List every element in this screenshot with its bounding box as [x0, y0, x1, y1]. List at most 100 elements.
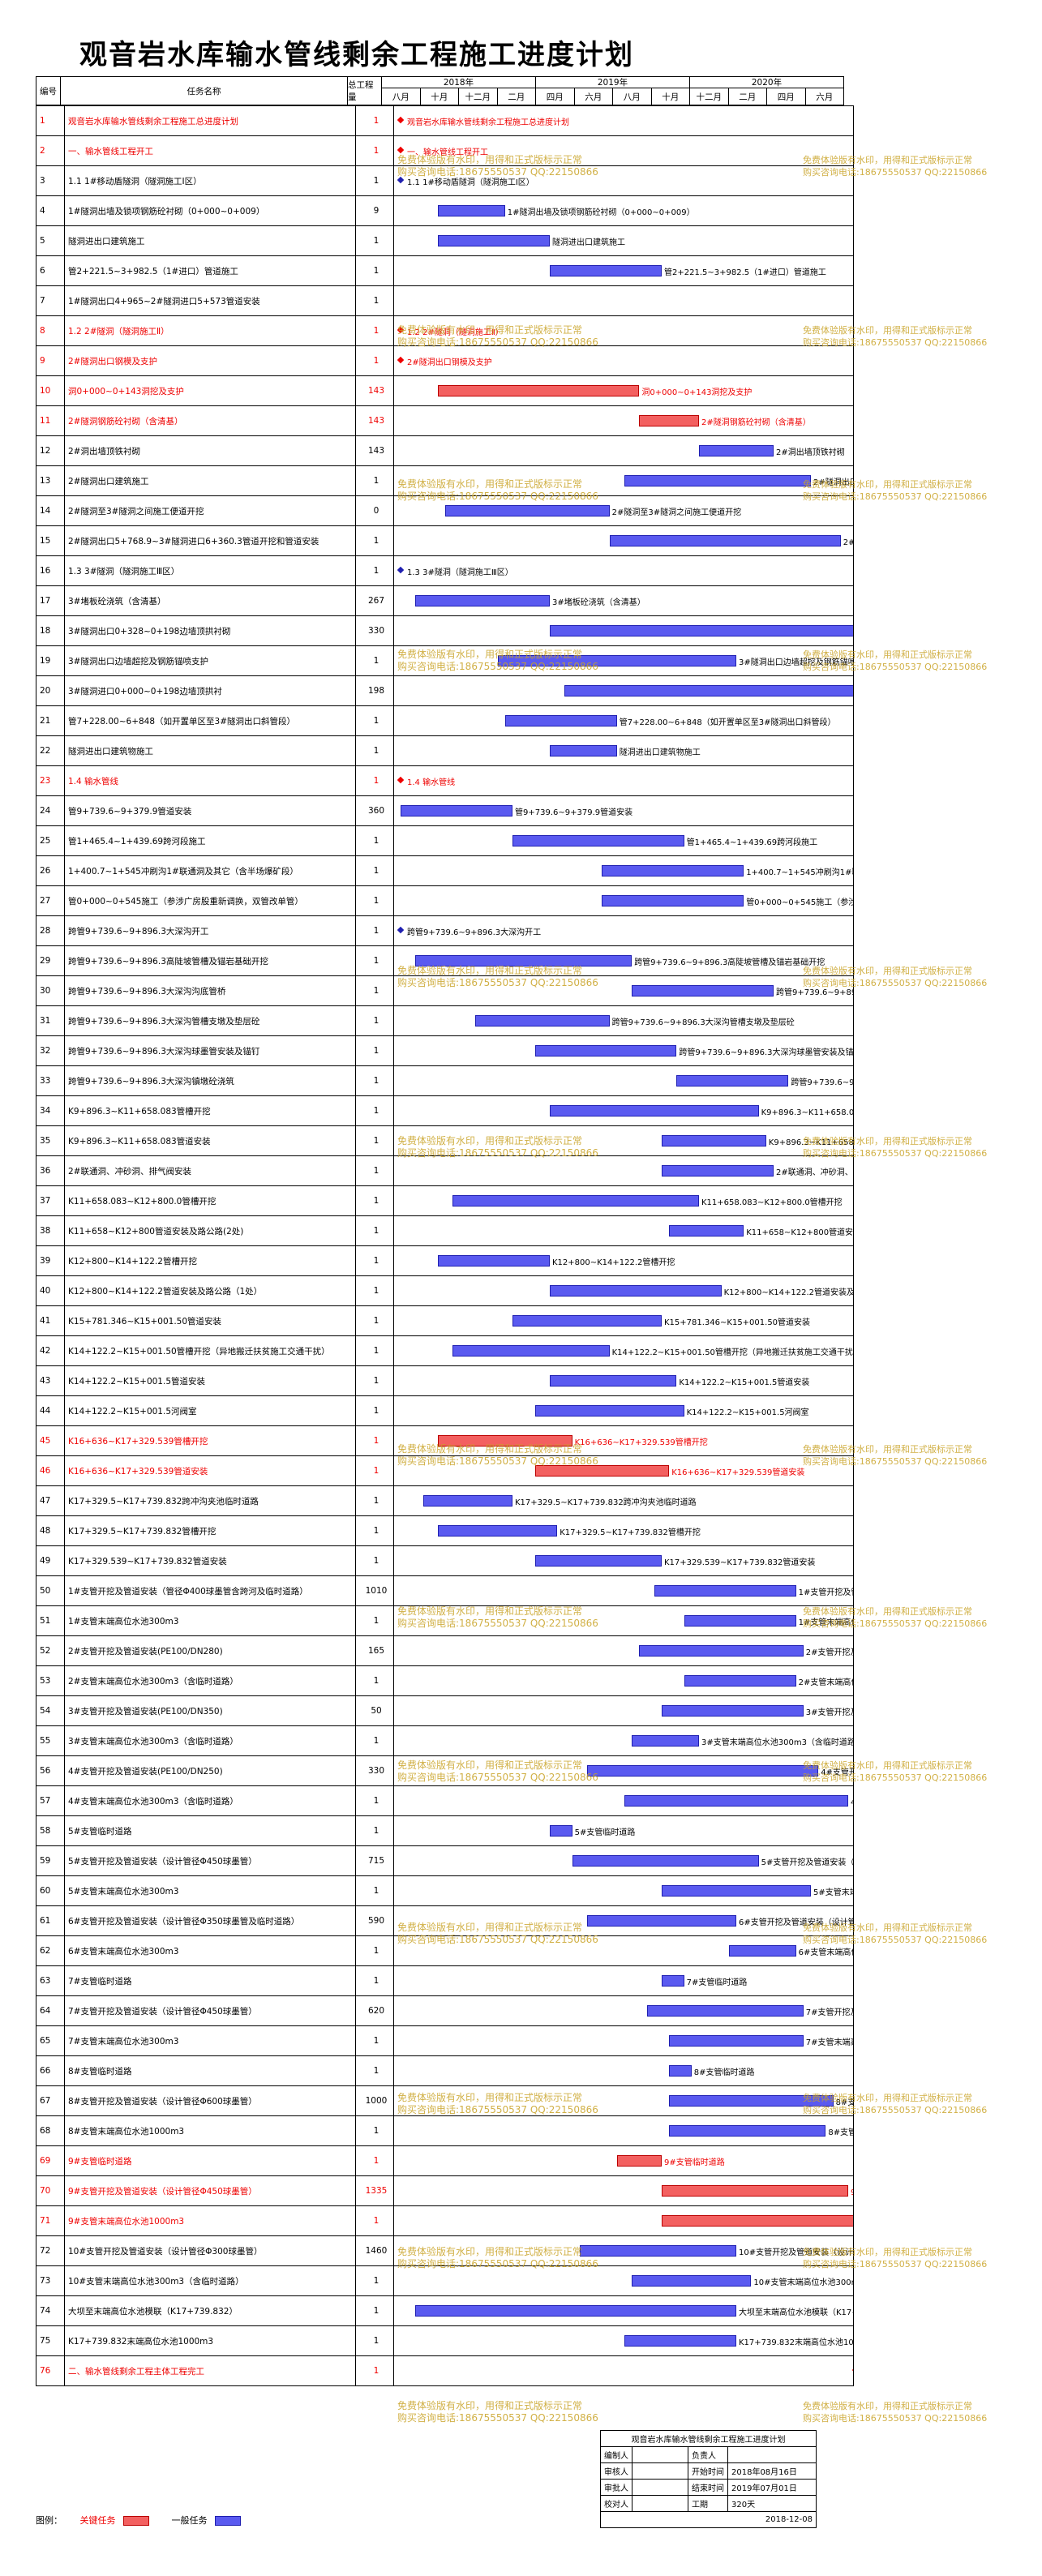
gantt-bar	[662, 1705, 804, 1717]
month-label: 十二月	[689, 88, 729, 105]
task-name: 2#隧洞至3#隧洞之间施工便道开挖	[64, 495, 356, 526]
legend-normal-swatch	[215, 2516, 241, 2526]
month-label: 十月	[650, 88, 690, 105]
gantt-label: K11+658~K12+800管道安装及路公路(2处)	[746, 1228, 854, 1237]
gantt-cell: 7#支管末端高位水池300m3	[393, 2025, 854, 2056]
task-name: 跨管9+739.6~9+896.3高陡坡管槽及锚岩基础开挖	[64, 945, 356, 976]
gantt-label: 管2+221.5~3+982.5（1#进口）管道施工	[664, 268, 826, 277]
watermark: 免费体验版有水印，用得和正式版标示正常 购买咨询电话:18675550537 QQ…	[397, 1443, 598, 1467]
table-row: 48 K17+329.5~K17+739.832管槽开挖 1 K17+329.5~K1…	[36, 1515, 854, 1546]
task-name: 大坝至末端高位水池模联（K17+739.832）	[64, 2295, 356, 2326]
gantt-label: 跨管9+739.6~9+896.3大深沟镇墩砼浇筑	[791, 1078, 852, 1087]
table-row: 45 K16+636~K17+329.539管槽开挖 1 K16+636~K17+32…	[36, 1425, 854, 1456]
gantt-label: 大坝至末端高位水池模联（K17+739.832）	[739, 2308, 853, 2317]
task-name: 管7+228.00~6+848（如开置单区至3#隧洞出口斜管段）	[64, 705, 356, 736]
info-cell	[632, 2479, 688, 2496]
task-num: 14	[36, 495, 65, 526]
gantt-bar	[445, 505, 610, 516]
task-qty: 1	[355, 525, 394, 556]
table-row: 28 跨管9+739.6~9+896.3大深沟开工 1 跨管9+739.6~9+896…	[36, 915, 854, 946]
task-qty: 1	[355, 555, 394, 586]
gantt-cell: 二、输水管线剩余工程主体工程完工	[393, 2355, 854, 2386]
gantt-cell: 9#支管末端高位水池1000m3	[393, 2205, 854, 2236]
gantt-label: 3#支管开挖及管道安装(PE100/DN350)	[805, 1708, 853, 1717]
task-name: 管2+221.5~3+982.5（1#进口）管道施工	[64, 255, 356, 286]
task-num: 13	[36, 465, 65, 496]
milestone-marker	[397, 926, 405, 934]
watermark: 免费体验版有水印，用得和正式版标示正常 购买咨询电话:18675550537 QQ…	[397, 1605, 598, 1629]
gantt-label: 1#支管开挖及管道安装（管径Φ400球墨管含跨河及临时道路）	[798, 1588, 853, 1597]
task-qty: 1	[355, 105, 394, 136]
milestone-marker	[397, 356, 405, 364]
task-num: 76	[36, 2355, 65, 2386]
gantt-cell: K11+658~K12+800管道安装及路公路(2处)	[393, 1215, 854, 1246]
info-cell: 审批人	[600, 2479, 632, 2496]
gantt-cell: 洞0+000~0+143洞挖及支护	[393, 375, 854, 406]
gantt-bar	[728, 1945, 796, 1957]
gantt-cell: 1.1 1#移动盾隧洞（隧洞施工Ⅰ区）	[393, 165, 854, 196]
task-qty: 1	[355, 1725, 394, 1756]
task-num: 1	[36, 105, 65, 136]
gantt-cell: 跨管9+739.6~9+896.3大深沟沟底管桥	[393, 975, 854, 1006]
gantt-bar	[662, 1165, 774, 1177]
legend-crit-swatch	[123, 2516, 149, 2526]
task-num: 20	[36, 675, 65, 706]
gantt-bar	[497, 655, 736, 667]
gantt-bar	[587, 1915, 736, 1927]
task-num: 36	[36, 1155, 65, 1186]
table-row: 31 跨管9+739.6~9+896.3大深沟管槽支墩及垫层砼 1 跨管9+739.6…	[36, 1005, 854, 1036]
table-row: 4 1#隧洞出墙及锁项钢筋砼衬砌（0+000~0+009） 9 1#隧洞出墙及锁项钢筋…	[36, 195, 854, 226]
task-num: 29	[36, 945, 65, 976]
task-name: K16+636~K17+329.539管槽开挖	[64, 1425, 356, 1456]
task-num: 66	[36, 2055, 65, 2086]
table-row: 17 3#堵板砼浇筑（含清基） 267 3#堵板砼浇筑（含清基）	[36, 585, 854, 616]
gantt-cell: K14+122.2~K15+001.5管道安装	[393, 1365, 854, 1396]
info-cell: 工期	[688, 2495, 728, 2512]
gantt-bar	[669, 2125, 826, 2137]
watermark: 免费体验版有水印，用得和正式版标示正常 购买咨询电话:18675550537 QQ…	[803, 1606, 988, 1629]
gantt-label: 5#支管开挖及管道安装（设计管径Φ450球墨管）	[761, 1858, 854, 1867]
table-row: 41 K15+781.346~K15+001.50管道安装 1 K15+781.346…	[36, 1305, 854, 1336]
task-num: 65	[36, 2025, 65, 2056]
task-qty: 620	[355, 1995, 394, 2026]
gantt-label: 8#支管临时道路	[693, 2068, 755, 2077]
task-qty: 360	[355, 795, 394, 826]
task-qty: 1	[355, 1875, 394, 1906]
table-row: 76二、输水管线剩余工程主体工程完工1二、输水管线剩余工程主体工程完工	[36, 2355, 854, 2386]
gantt-label: 2#隧洞至3#隧洞之间施工便道开挖	[611, 508, 742, 517]
task-qty: 1	[355, 2325, 394, 2356]
table-row: 15 2#隧洞出口5+768.9~3#隧洞进口6+360.3管道开挖和管道安装 1 2…	[36, 525, 854, 556]
watermark: 免费体验版有水印，用得和正式版标示正常 购买咨询电话:18675550537 QQ…	[803, 1444, 988, 1467]
gantt-cell: 隧洞进出口建筑施工	[393, 225, 854, 256]
table-row: 2 一、输水管线工程开工 1 一、输水管线工程开工	[36, 135, 854, 166]
gantt-cell: K17+329.5~K17+739.832跨冲沟夹池临时道路	[393, 1485, 854, 1516]
gantt-cell: 8#支管临时道路	[393, 2055, 854, 2086]
task-name: 8#支管末端高位水池1000m3	[64, 2115, 356, 2146]
task-qty: 330	[355, 1755, 394, 1786]
task-name: K11+658~K12+800管道安装及路公路(2处)	[64, 1215, 356, 1246]
task-qty: 1	[355, 915, 394, 946]
gantt-label: 观音岩水库输水管线剩余工程施工总进度计划	[407, 118, 569, 127]
gantt-cell: 2#支管末端高位水池300m3（含临时道路）	[393, 1665, 854, 1696]
table-row: 12 2#洞出墙顶铁衬砌 143 2#洞出墙顶铁衬砌	[36, 435, 854, 466]
task-qty: 1	[355, 1275, 394, 1306]
task-num: 34	[36, 1095, 65, 1126]
watermark: 免费体验版有水印，用得和正式版标示正常 购买咨询电话:18675550537 QQ…	[803, 966, 988, 988]
info-cell: 校对人	[600, 2495, 632, 2512]
gantt-cell: 跨管9+739.6~9+896.3大深沟开工	[393, 915, 854, 946]
task-name: K9+896.3~K11+658.083管槽开挖	[64, 1095, 356, 1126]
task-num: 31	[36, 1005, 65, 1036]
table-row: 183#隧洞出口0+328~0+198边墙顶拱衬砌3303#隧洞出口0+328~…	[36, 615, 854, 646]
task-qty: 1	[355, 315, 394, 346]
gantt-label: 1#隧洞出墙及锁项钢筋砼衬砌（0+000~0+009）	[507, 208, 695, 217]
gantt-label: 一、输水管线工程开工	[407, 148, 488, 157]
table-row: 49 K17+329.539~K17+739.832管道安装 1 K17+329.53…	[36, 1545, 854, 1576]
gantt-bar	[475, 1015, 610, 1027]
table-row: 39 K12+800~K14+122.2管槽开挖 1 K12+800~K14+122.…	[36, 1245, 854, 1276]
gantt-bar	[639, 415, 699, 426]
task-name: 8#支管开挖及管道安装（设计管径Φ600球墨管）	[64, 2085, 356, 2116]
table-row: 5 隧洞进出口建筑施工 1 隧洞进出口建筑施工	[36, 225, 854, 256]
task-num: 60	[36, 1875, 65, 1906]
year-label: 2018年	[381, 76, 536, 88]
